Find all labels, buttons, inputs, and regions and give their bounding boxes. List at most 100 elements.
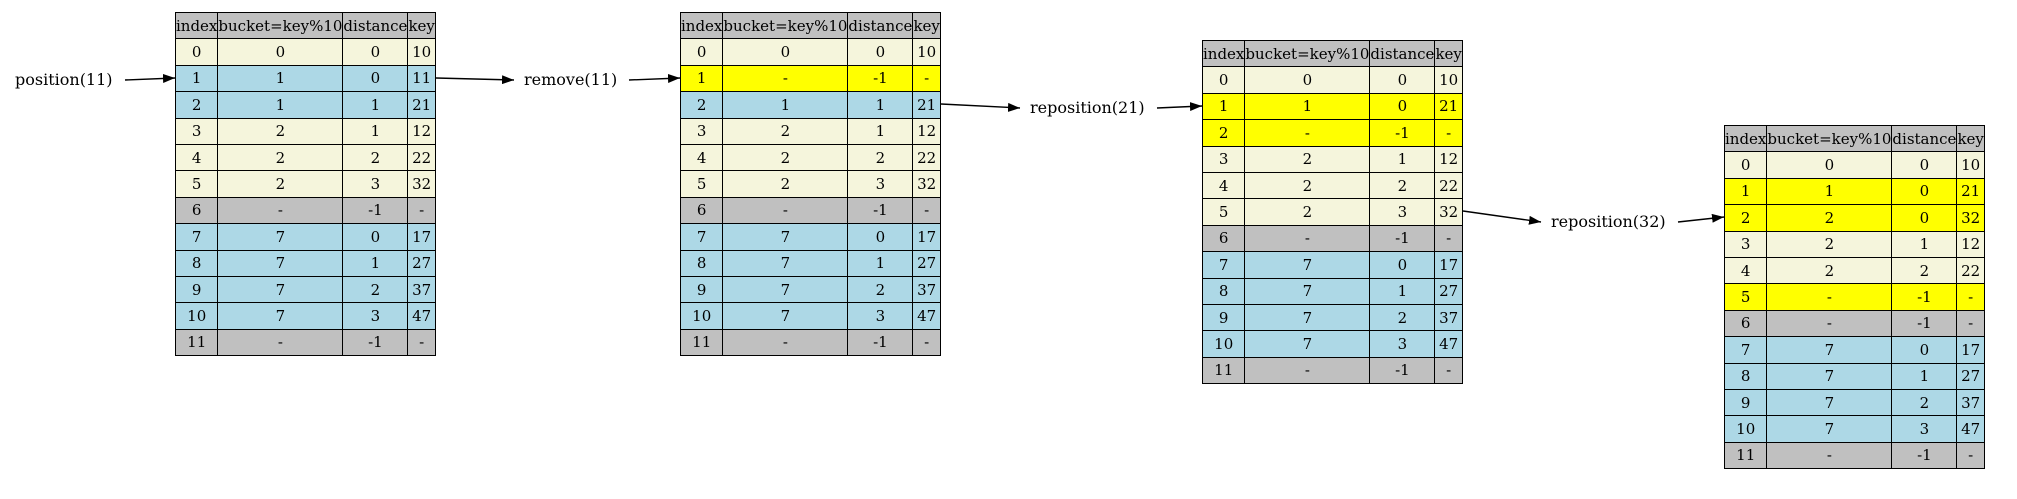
index-cell: 7 [1723,336,1768,364]
key-cell: 27 [912,249,941,277]
distance-cell: 0 [1369,251,1436,279]
key-cell: 47 [1434,330,1463,358]
index-cell: 4 [679,143,724,172]
index-cell: 9 [1723,388,1768,417]
table-row: 7 7 0 17 [679,223,941,251]
distance-cell: -1 [1369,224,1436,253]
bucket-cell: 2 [1766,230,1893,258]
table-row: 0 0 0 10 [174,38,436,66]
index-cell: 0 [679,38,724,66]
key-cell: 22 [1434,171,1463,200]
table-row: 0 0 0 10 [679,38,941,66]
table-header-row: index bucket=key%10 distance key [174,11,436,40]
distance-cell: -1 [847,328,914,357]
table-row: 4 2 2 22 [174,143,436,172]
table-row: 8 7 1 27 [174,249,436,277]
index-cell: 1 [679,64,724,93]
table-row: 7 7 0 17 [1723,336,1985,364]
bucket-cell: 7 [217,223,344,251]
key-cell: - [1434,356,1463,385]
index-cell: 1 [174,64,219,93]
index-cell: 3 [174,117,219,145]
distance-cell: 1 [1891,362,1958,390]
hash-table-initial: index bucket=key%10 distance key 0 0 0 10 1 1 0 11 2… [174,11,436,357]
table-row: 10 7 3 47 [174,302,436,330]
bucket-cell: 7 [722,275,849,304]
table-row: 2 1 1 21 [174,91,436,119]
index-cell: 1 [1201,92,1246,121]
key-cell: 22 [912,143,941,172]
bucket-cell: 7 [1244,330,1371,358]
bucket-cell: 2 [217,170,344,198]
distance-cell: 0 [1891,177,1958,206]
key-cell: 21 [1956,177,1985,206]
key-cell: 47 [912,302,941,330]
index-cell: 5 [1723,283,1768,311]
key-cell: - [1956,441,1985,470]
distance-cell: -1 [1891,309,1958,338]
bucket-cell: 7 [1766,415,1893,443]
op-to-table-arrow [1677,213,1725,223]
table-row: 9 7 2 37 [174,275,436,304]
table-row: 11- -1- [174,328,436,357]
key-cell: 10 [407,38,436,66]
distance-cell: 0 [342,38,409,66]
bucket-cell: 0 [722,38,849,66]
index-cell: 3 [1201,145,1246,173]
table-row: 11- -1- [679,328,941,357]
key-cell: 27 [407,249,436,277]
index-cell: 5 [1201,198,1246,226]
distance-cell: 2 [1891,388,1958,417]
distance-cell: 0 [847,223,914,251]
op-to-table-arrow [124,73,176,83]
index-cell: 10 [679,302,724,330]
column-header: distance [1369,39,1436,68]
key-cell: 21 [407,91,436,119]
key-cell: 12 [1434,145,1463,173]
bucket-cell: - [1244,356,1371,385]
hash-table-after-reposition-21: index bucket=key%10 distance key 0 0 0 10 1 1 0 21 2… [1201,39,1463,385]
bucket-cell: 0 [1244,66,1371,94]
table-row: 9 7 2 37 [1723,388,1985,417]
index-cell: 11 [1723,441,1768,470]
bucket-cell: 7 [1766,362,1893,390]
bucket-cell: - [1766,441,1893,470]
table-row: 9 7 2 37 [1201,303,1463,332]
key-cell: 32 [1956,204,1985,232]
table-row: 5 2 3 32 [679,170,941,198]
distance-cell: 2 [342,275,409,304]
index-cell: 0 [174,38,219,66]
hash-table-after-reposition-32: index bucket=key%10 distance key 0 0 0 10 1 1 0 21 2… [1723,124,1985,470]
distance-cell: 0 [1891,336,1958,364]
table-row: 0 0 0 10 [1723,151,1985,179]
table-header-row: index bucket=key%10 distance key [1723,124,1985,153]
distance-cell: -1 [847,196,914,225]
index-cell: 11 [1201,356,1246,385]
bucket-cell: 1 [722,91,849,119]
column-header: key [1956,124,1985,153]
bucket-cell: - [722,328,849,357]
bucket-cell: - [217,196,344,225]
key-cell: 32 [912,170,941,198]
column-header: bucket=key%10 [722,11,849,40]
key-cell: - [1434,224,1463,253]
distance-cell: -1 [1891,283,1958,311]
key-cell: 22 [407,143,436,172]
bucket-cell: 7 [722,249,849,277]
bucket-cell: 2 [722,170,849,198]
distance-cell: -1 [342,196,409,225]
index-cell: 7 [1201,251,1246,279]
bucket-cell: 1 [1766,177,1893,206]
key-cell: - [1956,309,1985,338]
index-cell: 0 [1723,151,1768,179]
bucket-cell: 2 [722,143,849,172]
column-header: index [1723,124,1768,153]
table-row: 11- -1- [1201,356,1463,385]
distance-cell: 3 [1369,330,1436,358]
bucket-cell: 1 [1244,92,1371,121]
key-cell: - [1956,283,1985,311]
table-row: 1 1 0 21 [1201,92,1463,121]
position-op-label: position(11) [15,70,113,89]
bucket-cell: 7 [1766,336,1893,364]
